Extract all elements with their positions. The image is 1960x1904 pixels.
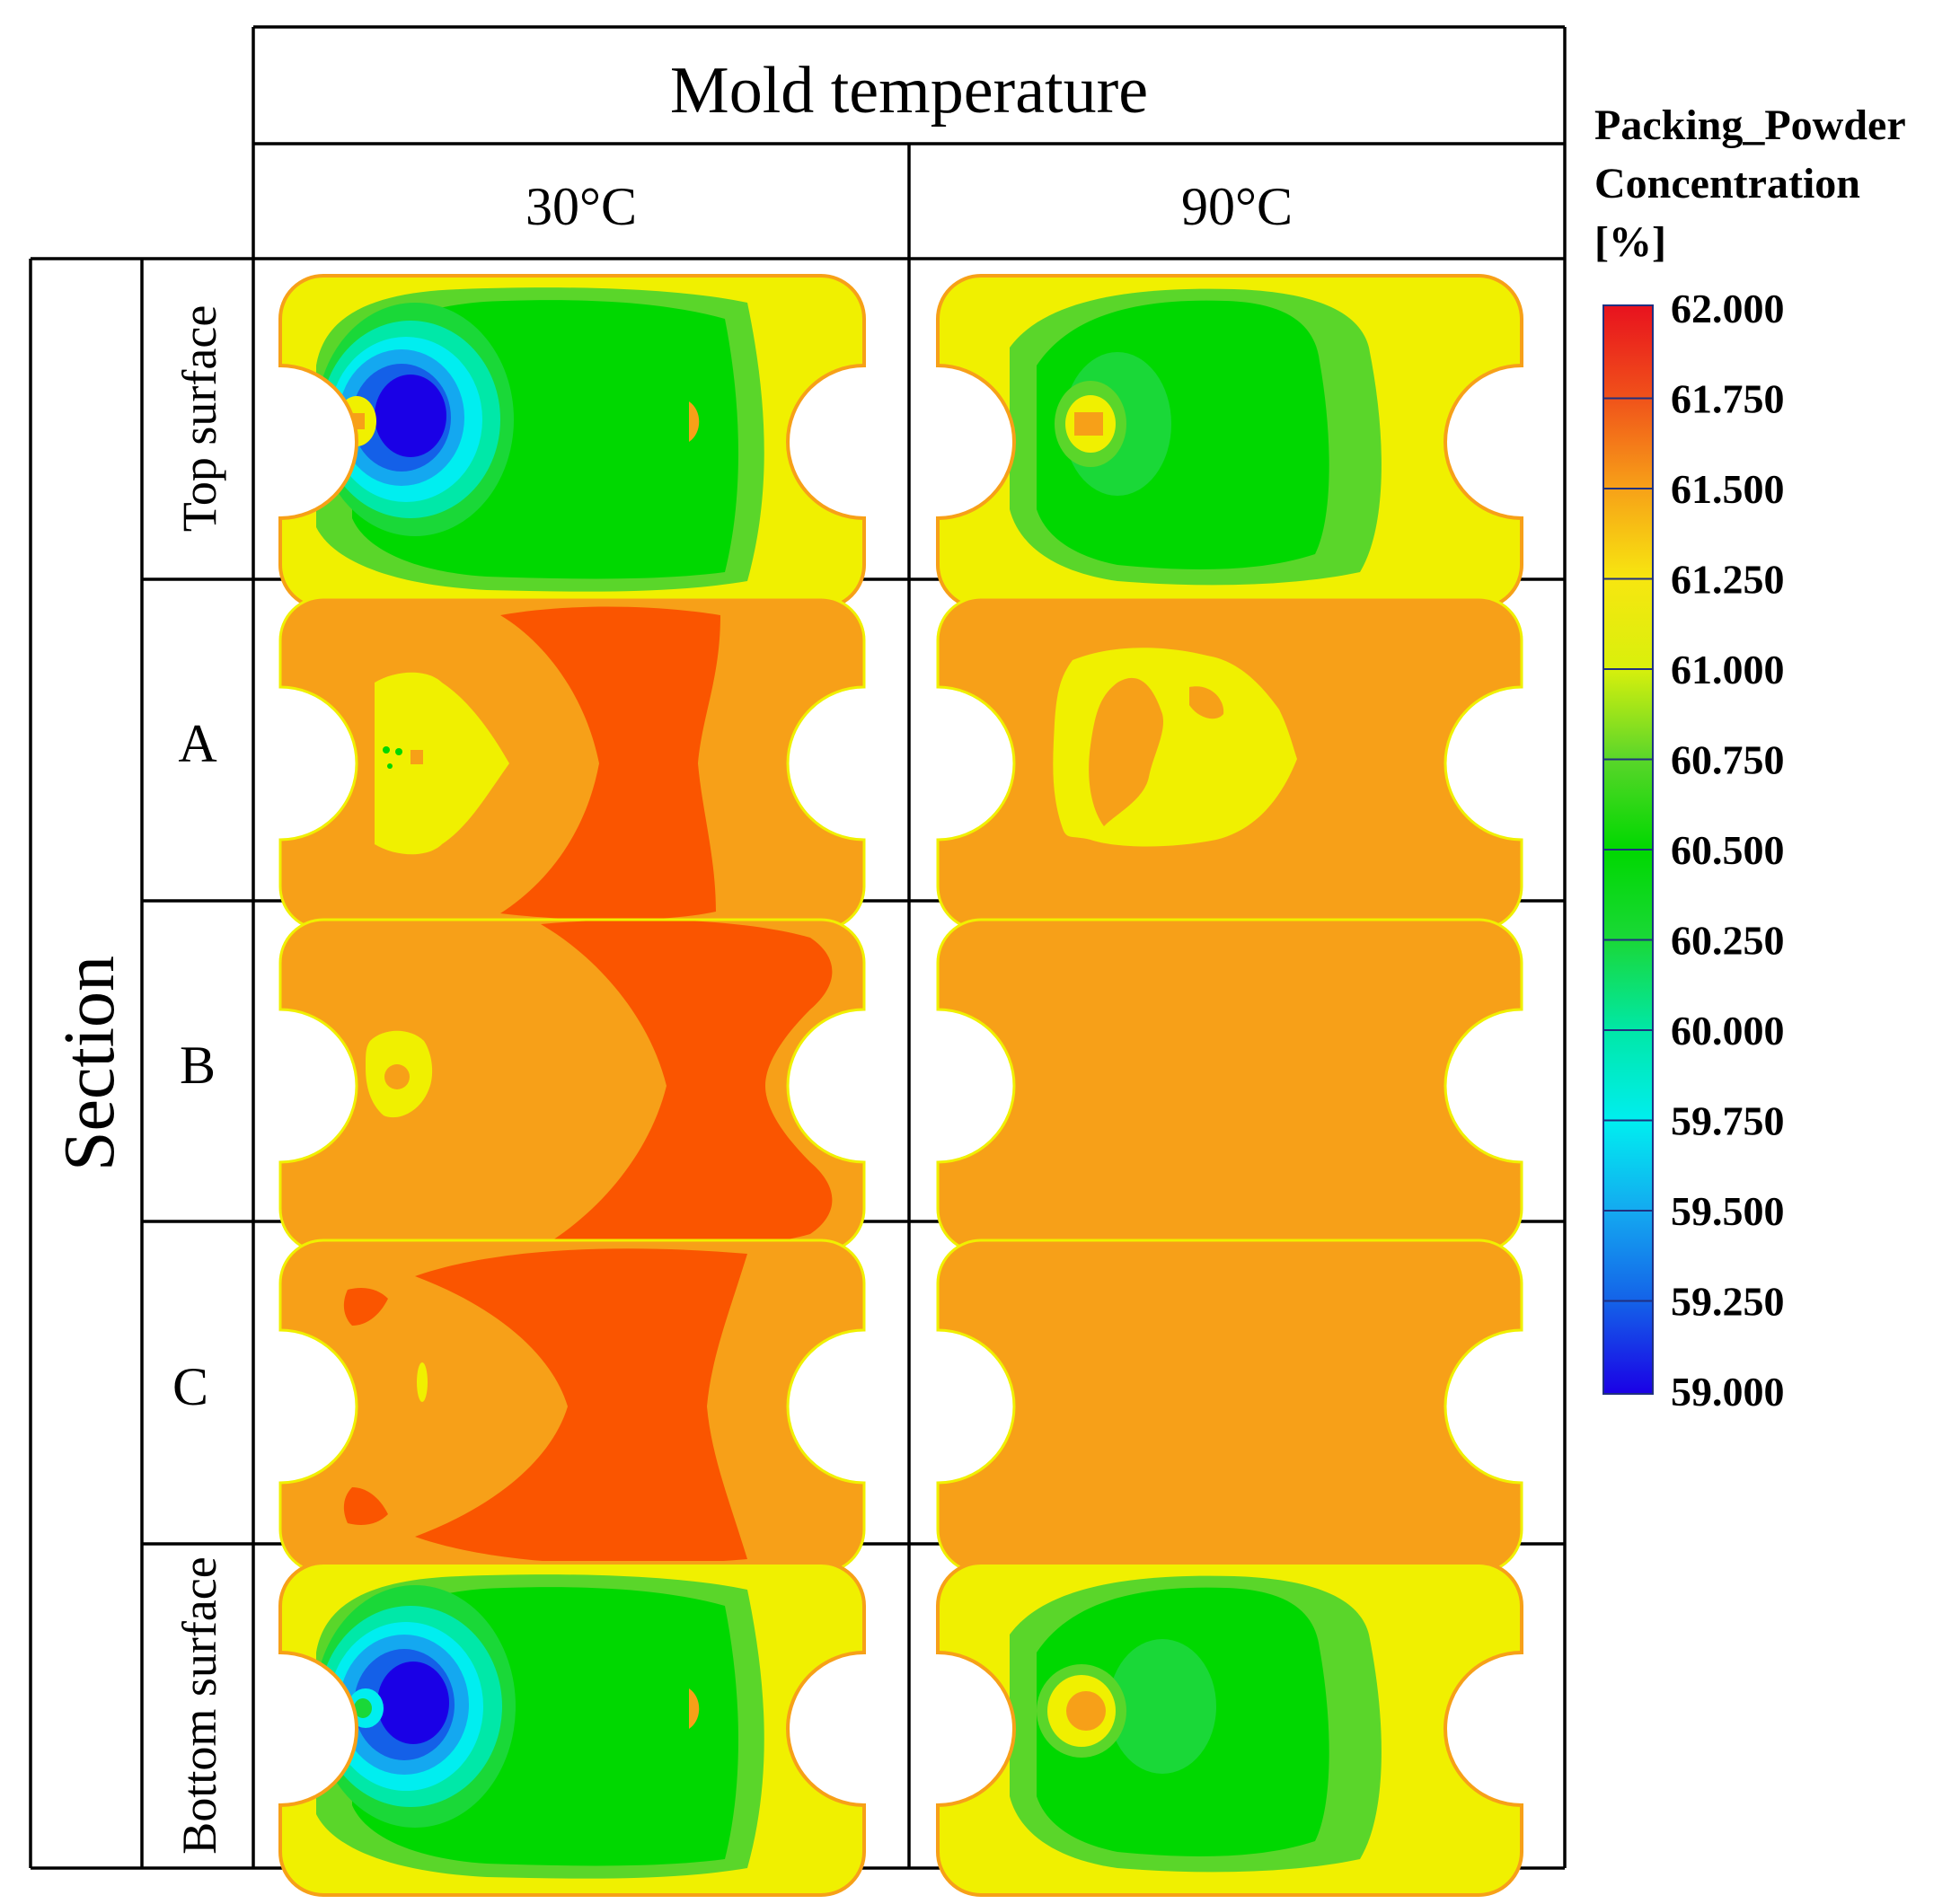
row-label-c: C	[172, 1357, 208, 1416]
section-label: Section	[50, 956, 129, 1171]
plot-section-b-30c	[278, 918, 866, 1254]
legend-tick-label: 60.250	[1671, 918, 1785, 964]
legend-title-line-2: Concentration	[1594, 160, 1860, 207]
color-legend: Packing_Powder Concentration [%] 62.0006…	[1594, 101, 1906, 1415]
legend-tick-label: 60.750	[1671, 737, 1785, 783]
plot-section-b-90c	[936, 918, 1523, 1254]
legend-title-line-1: Packing_Powder	[1594, 101, 1906, 149]
mold-temperature-header: Mold temperature	[670, 54, 1148, 128]
plot-section-c-30c	[278, 1238, 866, 1574]
legend-tick-label: 60.000	[1671, 1008, 1785, 1053]
row-label-bottom-surface: Bottom surface	[172, 1556, 226, 1854]
plot-section-c-90c	[936, 1238, 1523, 1574]
legend-tick-label: 60.500	[1671, 827, 1785, 873]
plot-bottom-surface-30c	[278, 1561, 866, 1897]
legend-ticks: 62.000 61.750 61.500 61.250 61.000 60.750 60.5…	[1603, 286, 1785, 1415]
legend-tick-label: 59.000	[1671, 1369, 1785, 1415]
column-header-90c: 90°C	[1181, 177, 1293, 236]
row-label-a: A	[178, 714, 216, 773]
legend-tick-label: 59.250	[1671, 1279, 1785, 1325]
legend-tick-label: 59.500	[1671, 1188, 1785, 1234]
legend-tick-label: 61.500	[1671, 466, 1785, 512]
plot-top-surface-30c	[278, 274, 866, 610]
legend-tick-label: 61.000	[1671, 647, 1785, 692]
plot-bottom-surface-90c	[936, 1561, 1523, 1897]
row-label-top-surface: Top surface	[172, 305, 226, 533]
column-header-30c: 30°C	[525, 177, 637, 236]
legend-tick-label: 61.750	[1671, 376, 1785, 422]
plot-section-a-30c	[278, 595, 866, 931]
legend-tick-label: 62.000	[1671, 286, 1785, 331]
plot-top-surface-90c	[936, 274, 1523, 610]
legend-title-line-3: [%]	[1594, 218, 1666, 266]
row-label-b: B	[180, 1036, 216, 1095]
plot-section-a-90c	[936, 595, 1523, 931]
legend-tick-label: 59.750	[1671, 1098, 1785, 1144]
legend-tick-label: 61.250	[1671, 557, 1785, 603]
